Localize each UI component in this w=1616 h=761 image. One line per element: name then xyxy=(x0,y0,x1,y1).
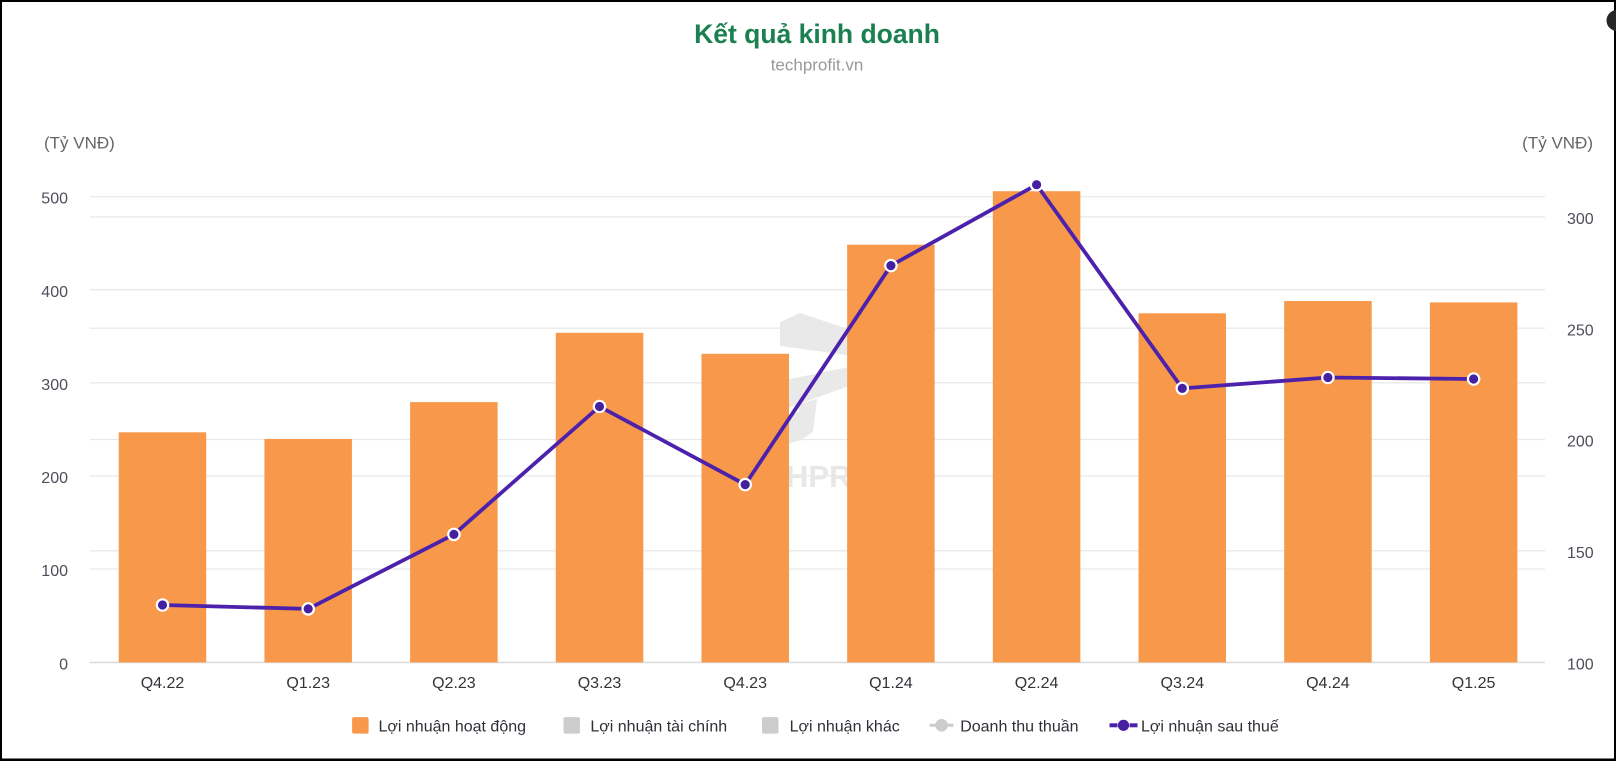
svg-text:Kết quả kinh doanh: Kết quả kinh doanh xyxy=(694,19,940,49)
svg-text:(Tỷ VNĐ): (Tỷ VNĐ) xyxy=(44,134,115,153)
svg-text:100: 100 xyxy=(41,563,68,580)
svg-text:150: 150 xyxy=(1567,545,1594,562)
svg-text:400: 400 xyxy=(41,284,68,301)
svg-text:Q1.25: Q1.25 xyxy=(1452,675,1496,692)
svg-text:100: 100 xyxy=(1567,656,1594,673)
svg-text:Doanh thu thuần: Doanh thu thuần xyxy=(960,719,1078,736)
svg-text:200: 200 xyxy=(41,470,68,487)
svg-text:Q2.24: Q2.24 xyxy=(1015,675,1059,692)
svg-text:Q4.24: Q4.24 xyxy=(1306,675,1350,692)
svg-text:0: 0 xyxy=(59,656,68,673)
svg-text:Q4.23: Q4.23 xyxy=(723,675,767,692)
svg-text:techprofit.vn: techprofit.vn xyxy=(771,56,864,75)
svg-text:300: 300 xyxy=(41,377,68,394)
svg-text:(Tỷ VNĐ): (Tỷ VNĐ) xyxy=(1522,134,1593,153)
svg-text:250: 250 xyxy=(1567,322,1594,339)
svg-text:Q3.23: Q3.23 xyxy=(578,675,622,692)
svg-text:300: 300 xyxy=(1567,211,1594,228)
svg-text:Lợi nhuận khác: Lợi nhuận khác xyxy=(790,719,900,736)
svg-text:200: 200 xyxy=(1567,434,1594,451)
svg-text:Q1.24: Q1.24 xyxy=(869,675,913,692)
svg-text:Lợi nhuận sau thuế: Lợi nhuận sau thuế xyxy=(1141,719,1279,736)
svg-text:Q3.24: Q3.24 xyxy=(1161,675,1205,692)
svg-text:Lợi nhuận hoạt động: Lợi nhuận hoạt động xyxy=(379,719,527,736)
svg-text:500: 500 xyxy=(41,191,68,208)
svg-text:Q4.22: Q4.22 xyxy=(141,675,185,692)
svg-text:Q1.23: Q1.23 xyxy=(286,675,330,692)
svg-text:Lợi nhuận tài chính: Lợi nhuận tài chính xyxy=(590,719,727,736)
svg-text:Q2.23: Q2.23 xyxy=(432,675,476,692)
